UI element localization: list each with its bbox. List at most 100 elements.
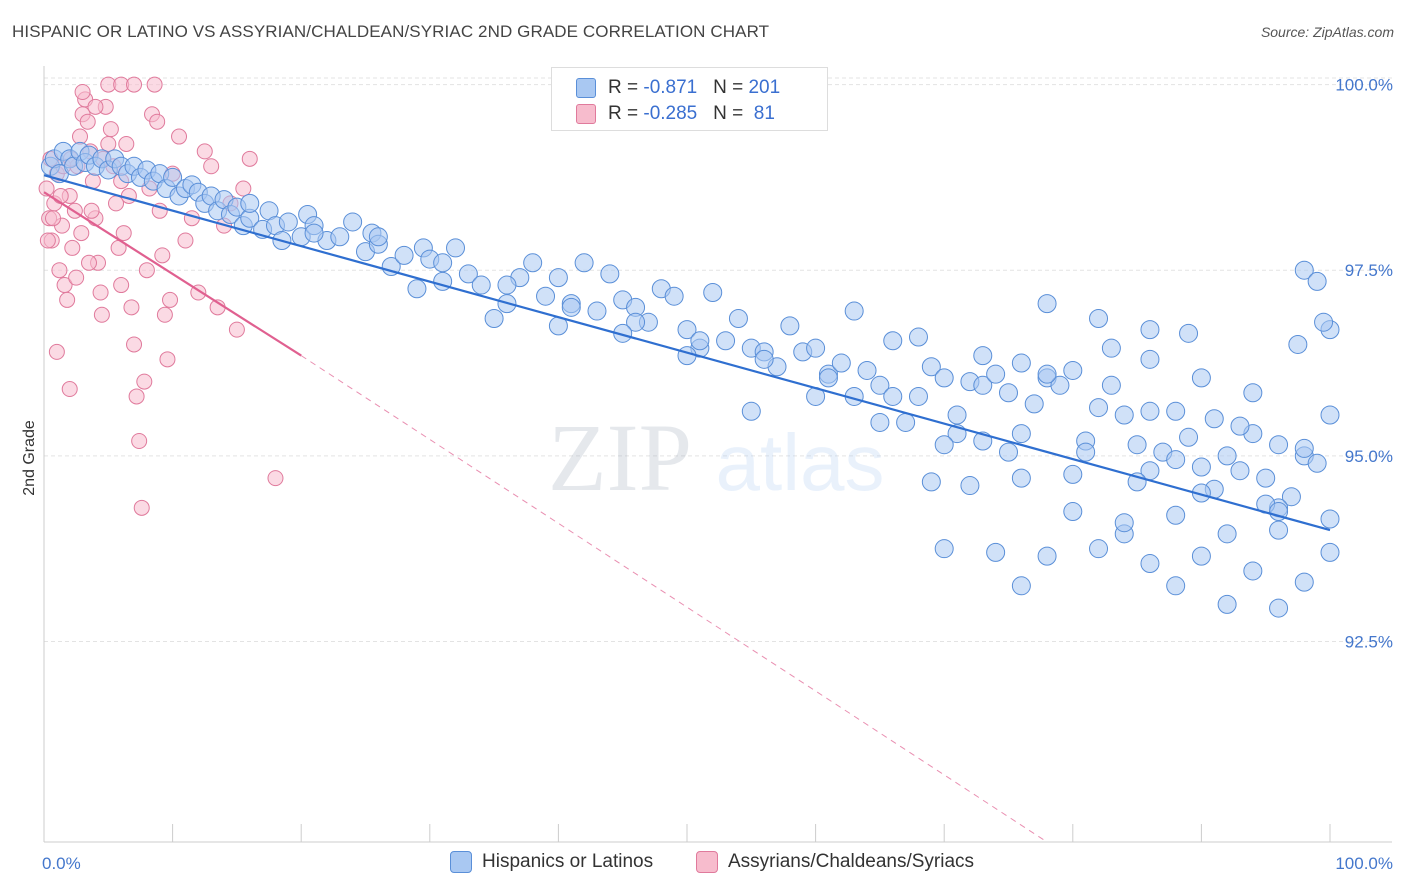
correlation-legend: R = -0.871 N = 201 R = -0.285 N = 81 xyxy=(551,67,828,131)
hispanics-point xyxy=(1320,542,1340,562)
hispanics-point xyxy=(1269,520,1289,540)
assyrians-point xyxy=(177,232,194,249)
hispanics-point xyxy=(1320,405,1340,425)
assyrians-point xyxy=(120,187,137,204)
hispanics-point xyxy=(1179,427,1199,447)
hispanics-point xyxy=(1140,401,1160,421)
hispanics-point xyxy=(1166,505,1186,525)
assyrians-point xyxy=(235,180,252,197)
hispanics-point xyxy=(1101,338,1121,358)
assyrians-point xyxy=(64,239,81,256)
series-label-assyrians: Assyrians/Chaldeans/Syriacs xyxy=(728,851,975,872)
hispanics-point xyxy=(163,167,183,187)
trend-line-assyrians-extension xyxy=(300,355,1048,843)
hispanics-point xyxy=(716,331,736,351)
hispanics-point xyxy=(1307,271,1327,291)
hispanics-point xyxy=(1307,453,1327,473)
hispanics-point xyxy=(908,386,928,406)
hispanics-point xyxy=(947,405,967,425)
legend-text-assyrians: R = -0.285 N = 81 xyxy=(608,103,775,124)
hispanics-point xyxy=(484,308,504,328)
x-tick-label: 0.0% xyxy=(42,854,81,873)
hispanics-point xyxy=(973,375,993,395)
assyrians-point xyxy=(48,343,65,360)
assyrians-point xyxy=(138,262,155,279)
watermark-atlas: atlas xyxy=(716,418,885,507)
hispanics-point xyxy=(536,286,556,306)
hispanics-point xyxy=(587,301,607,321)
hispanics-point xyxy=(1127,435,1147,455)
hispanics-point xyxy=(870,412,890,432)
hispanics-point xyxy=(381,256,401,276)
assyrians-point xyxy=(87,98,104,115)
hispanics-point xyxy=(1166,401,1186,421)
assyrians-point xyxy=(83,202,100,219)
hispanics-point xyxy=(1191,368,1211,388)
hispanics-point xyxy=(343,212,363,232)
assyrians-point xyxy=(115,225,132,242)
watermark: ZIP atlas xyxy=(548,404,884,511)
series-hispanics-points xyxy=(40,141,1340,618)
hispanics-point xyxy=(1320,509,1340,529)
assyrians-point xyxy=(51,262,68,279)
hispanics-point xyxy=(664,286,684,306)
series-swatch-assyrians xyxy=(696,851,718,873)
hispanics-point xyxy=(1063,502,1083,522)
assyrians-point xyxy=(154,247,171,264)
hispanics-point xyxy=(1011,424,1031,444)
series-legend-hispanics[interactable]: Hispanics or Latinos xyxy=(450,851,653,873)
series-legend: Hispanics or Latinos Assyrians/Chaldeans… xyxy=(0,851,1406,879)
assyrians-point xyxy=(203,158,220,175)
hispanics-point xyxy=(806,338,826,358)
assyrians-point xyxy=(126,76,143,93)
hispanics-point xyxy=(1089,308,1109,328)
hispanics-point xyxy=(728,308,748,328)
assyrians-point xyxy=(92,284,109,301)
hispanics-point xyxy=(1114,405,1134,425)
assyrians-point xyxy=(267,470,284,487)
hispanics-point xyxy=(330,227,350,247)
hispanics-point xyxy=(1037,364,1057,384)
hispanics-point xyxy=(703,282,723,302)
hispanics-point xyxy=(1140,320,1160,340)
assyrians-point xyxy=(128,388,145,405)
hispanics-point xyxy=(831,353,851,373)
hispanics-point xyxy=(780,316,800,336)
hispanics-point xyxy=(1011,576,1031,596)
hispanics-point xyxy=(908,327,928,347)
hispanics-point xyxy=(1011,468,1031,488)
hispanics-point xyxy=(1166,450,1186,470)
assyrians-point xyxy=(159,351,176,368)
assyrians-point xyxy=(59,291,76,308)
assyrians-point xyxy=(38,180,55,197)
series-legend-assyrians[interactable]: Assyrians/Chaldeans/Syriacs xyxy=(696,851,974,873)
hispanics-point xyxy=(1037,294,1057,314)
assyrians-point xyxy=(73,225,90,242)
assyrians-point xyxy=(118,135,135,152)
trend-line-hispanics xyxy=(43,174,1331,532)
assyrians-point xyxy=(133,499,150,516)
assyrians-point xyxy=(52,187,69,204)
legend-swatch-hispanics xyxy=(576,78,596,98)
assyrians-point xyxy=(61,381,78,398)
assyrians-point xyxy=(136,373,153,390)
trend-lines xyxy=(43,174,1331,843)
hispanics-point xyxy=(1243,561,1263,581)
hispanics-point xyxy=(973,346,993,366)
assyrians-point xyxy=(72,128,89,145)
hispanics-point xyxy=(574,253,594,273)
y-axis-label: 2nd Grade xyxy=(21,420,38,496)
assyrians-point xyxy=(123,299,140,316)
assyrians-point xyxy=(156,306,173,323)
hispanics-point xyxy=(677,320,697,340)
hispanics-point xyxy=(1050,375,1070,395)
hispanics-point xyxy=(1101,375,1121,395)
hispanics-point xyxy=(1179,323,1199,343)
hispanics-point xyxy=(870,375,890,395)
hispanics-point xyxy=(844,301,864,321)
hispanics-point xyxy=(754,349,774,369)
assyrians-point xyxy=(171,128,188,145)
hispanics-point xyxy=(960,476,980,496)
hispanics-point xyxy=(934,539,954,559)
assyrians-point xyxy=(162,291,179,308)
